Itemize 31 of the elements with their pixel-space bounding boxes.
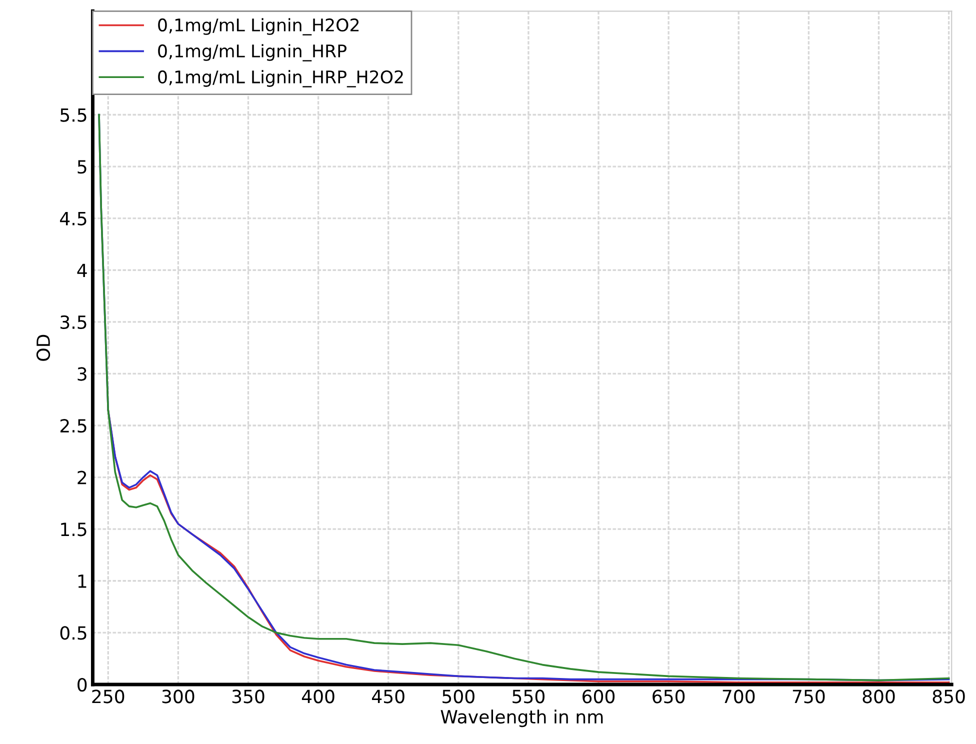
y-tick-label: 0.5	[60, 626, 86, 640]
x-tick-label: 600	[582, 690, 615, 704]
x-tick-label: 550	[512, 690, 544, 704]
y-tick-label: 4	[77, 264, 87, 277]
x-tick-label: 250	[92, 690, 124, 704]
x-tick-label: 500	[442, 690, 474, 704]
y-tick-label: 2.5	[60, 418, 86, 433]
x-tick-label: 700	[722, 690, 755, 704]
legend-label: 0,1mg/mL Lignin_H2O2	[158, 18, 359, 36]
x-tick-label: 650	[652, 690, 685, 704]
line-series	[98, 114, 950, 682]
legend-label: 0,1mg/mL Lignin_HRP_H2O2	[158, 70, 403, 88]
y-tick-label: 5.5	[60, 108, 86, 122]
y-tick-label: 0	[78, 678, 87, 692]
y-tick-label: 3	[78, 367, 86, 381]
x-tick-label: 300	[162, 690, 194, 704]
y-axis-title: OD	[36, 334, 50, 361]
legend-label: 0,1mg/mL Lignin_HRP	[158, 44, 346, 62]
x-tick-label: 400	[302, 690, 334, 704]
y-tick-label: 1.5	[61, 522, 86, 536]
y-tick-label: 4.5	[60, 212, 86, 226]
x-axis-title: Wavelength in nm	[440, 710, 603, 728]
y-tick-label: 5	[78, 160, 86, 174]
x-tick-label: 350	[232, 690, 264, 704]
y-tick-label: 1	[78, 574, 86, 588]
x-tick-label: 750	[792, 690, 825, 704]
x-tick-label: 800	[862, 690, 895, 704]
y-tick-label: 2	[78, 470, 86, 484]
x-tick-label: 850	[932, 690, 965, 704]
y-tick-label: 3.5	[60, 315, 86, 330]
x-tick-label: 450	[372, 690, 404, 704]
